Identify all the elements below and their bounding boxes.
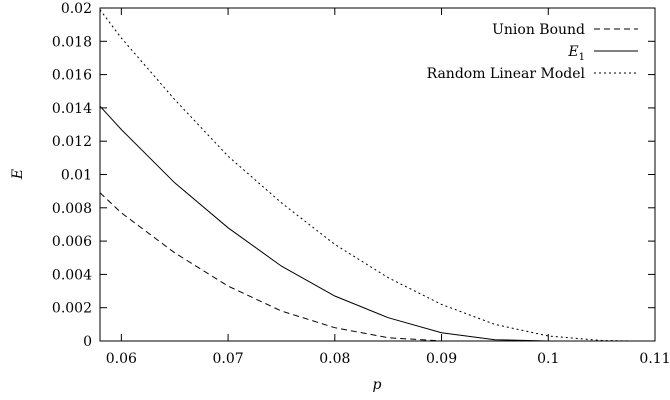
axis-ticks: 0.06 0.07 0.08 0.09 0.1 0.11 0 0.002 0.004 0.006 0… — [52, 1, 670, 367]
x-tick-label: 0.07 — [212, 351, 243, 367]
y-tick-label: 0.012 — [52, 134, 92, 150]
series-line-2 — [99, 9, 634, 342]
y-tick-label: 0.004 — [52, 267, 92, 283]
x-axis-title: p — [373, 377, 382, 393]
x-tick-label: 0.11 — [639, 351, 670, 367]
legend-label-2: Random Linear Model — [427, 66, 586, 82]
y-tick-label: 0.018 — [52, 34, 92, 50]
y-tick-label: 0.02 — [61, 1, 92, 17]
y-tick-label: 0 — [83, 334, 92, 350]
y-tick-label: 0.008 — [52, 201, 92, 217]
legend-label-1: E1 — [567, 44, 585, 63]
x-tick-label: 0.06 — [106, 351, 137, 367]
y-axis-title: E — [10, 169, 26, 180]
legend-label-0: Union Bound — [492, 22, 585, 38]
series-line-1 — [99, 105, 549, 342]
x-tick-label: 0.1 — [537, 351, 559, 367]
legend: Union Bound E1 Random Linear Model — [427, 22, 638, 82]
y-tick-label: 0.01 — [61, 168, 92, 184]
y-tick-label: 0.014 — [52, 101, 92, 117]
series-lines — [99, 9, 634, 342]
series-line-0 — [99, 192, 442, 342]
x-tick-label: 0.09 — [426, 351, 457, 367]
y-tick-label: 0.002 — [52, 301, 92, 317]
y-tick-label: 0.006 — [52, 234, 92, 250]
x-tick-label: 0.08 — [319, 351, 350, 367]
y-tick-label: 0.016 — [52, 68, 92, 84]
